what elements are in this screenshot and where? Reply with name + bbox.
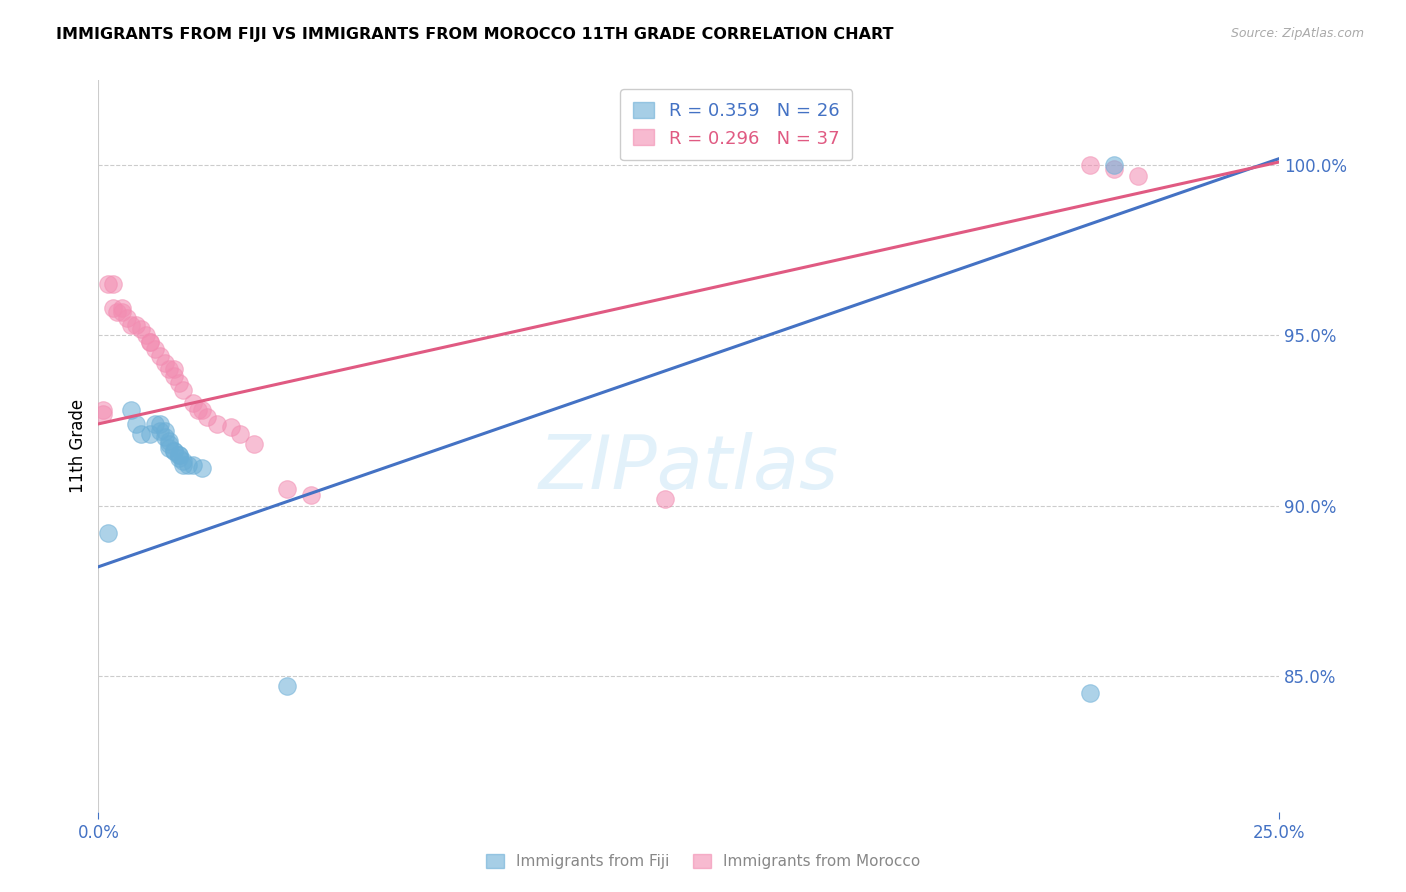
Point (1102, 158, 1125, 172)
Point (195, 410, 218, 425)
Point (111, 301, 134, 316)
Y-axis label: 11th Grade: 11th Grade (69, 399, 87, 493)
Point (101, 301, 124, 316)
Point (149, 417, 172, 431)
Point (91, 403, 114, 417)
Point (91, 407, 114, 421)
Point (167, 448, 190, 462)
Point (149, 424, 172, 438)
Point (172, 458, 194, 472)
Point (157, 441, 180, 455)
Point (139, 427, 162, 442)
Point (205, 417, 228, 431)
Point (654, 491, 676, 506)
Text: ZIPatlas: ZIPatlas (538, 432, 839, 504)
Point (157, 362, 180, 376)
Point (139, 335, 162, 350)
Point (97, 277, 120, 292)
Point (187, 403, 209, 417)
Point (143, 417, 166, 431)
Point (125, 417, 148, 431)
Point (101, 277, 124, 292)
Point (163, 362, 186, 376)
Point (157, 434, 180, 448)
Point (149, 349, 172, 363)
Point (299, 488, 322, 502)
Point (276, 679, 298, 693)
Point (1080, 686, 1102, 700)
Point (1080, 158, 1102, 172)
Point (97, 525, 120, 540)
Text: IMMIGRANTS FROM FIJI VS IMMIGRANTS FROM MOROCCO 11TH GRADE CORRELATION CHART: IMMIGRANTS FROM FIJI VS IMMIGRANTS FROM … (56, 27, 894, 42)
Point (125, 318, 148, 333)
Point (172, 454, 194, 468)
Point (153, 430, 176, 444)
Point (167, 448, 190, 462)
Point (167, 450, 190, 465)
Point (157, 437, 180, 451)
Point (181, 396, 204, 410)
Point (229, 427, 252, 442)
Point (1126, 169, 1149, 183)
Point (105, 304, 128, 318)
Point (163, 444, 186, 458)
Point (153, 356, 176, 370)
Point (121, 318, 143, 333)
Point (243, 437, 266, 451)
Point (1102, 161, 1125, 176)
Text: Source: ZipAtlas.com: Source: ZipAtlas.com (1230, 27, 1364, 40)
Legend: Immigrants from Fiji, Immigrants from Morocco: Immigrants from Fiji, Immigrants from Mo… (479, 848, 927, 875)
Point (177, 458, 200, 472)
Point (135, 328, 157, 343)
Point (276, 482, 298, 496)
Point (191, 461, 214, 475)
Point (219, 420, 242, 434)
Point (163, 369, 186, 384)
Point (139, 335, 162, 350)
Point (153, 424, 176, 438)
Point (129, 427, 152, 442)
Point (181, 458, 204, 472)
Point (191, 403, 214, 417)
Point (115, 311, 138, 326)
Point (172, 383, 194, 397)
Point (163, 444, 186, 458)
Point (167, 376, 190, 390)
Legend: R = 0.359   N = 26, R = 0.296   N = 37: R = 0.359 N = 26, R = 0.296 N = 37 (620, 89, 852, 161)
Point (143, 342, 166, 356)
Point (121, 403, 143, 417)
Point (129, 321, 152, 335)
Point (111, 304, 134, 318)
